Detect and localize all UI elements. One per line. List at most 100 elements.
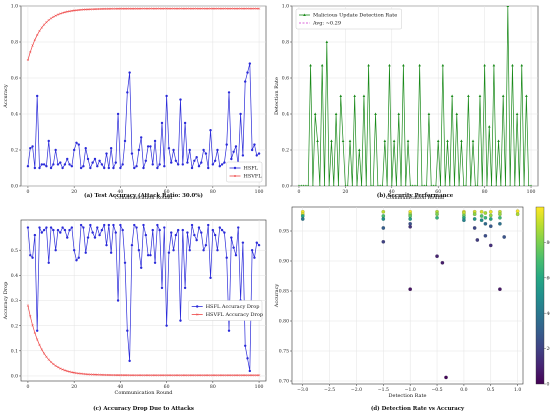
- data-point: [33, 166, 37, 170]
- data-point: [200, 374, 203, 377]
- colorbar: [535, 206, 545, 385]
- data-point: [300, 184, 303, 186]
- data-point: [72, 371, 76, 374]
- x-tick-label: −1.5: [378, 387, 389, 393]
- data-point: [511, 63, 514, 67]
- panel-caption: (b) Security Performance: [377, 192, 454, 199]
- data-point: [234, 7, 238, 10]
- data-point: [121, 7, 124, 10]
- data-point: [116, 299, 120, 302]
- plot-area: [291, 5, 539, 187]
- data-point: [190, 223, 194, 227]
- data-point: [209, 129, 212, 132]
- data-point: [84, 372, 87, 376]
- data-point: [250, 374, 254, 377]
- data-point: [47, 139, 50, 143]
- data-point: [207, 223, 210, 227]
- data-point: [49, 226, 53, 229]
- data-point: [392, 139, 396, 142]
- data-point: [462, 184, 465, 186]
- legend-box: [188, 300, 263, 321]
- y-tick-label: 0.70: [279, 379, 289, 385]
- data-point: [121, 373, 124, 377]
- data-point: [75, 9, 78, 12]
- data-point: [72, 9, 76, 12]
- data-point: [123, 7, 127, 10]
- y-tick-label: 0.2: [11, 323, 18, 329]
- data-point: [246, 357, 249, 360]
- scatter-point: [498, 222, 502, 226]
- data-point: [149, 7, 152, 10]
- data-point: [79, 166, 83, 170]
- x-tick-label: 20: [342, 189, 348, 195]
- data-point: [232, 374, 235, 377]
- data-point: [244, 374, 247, 377]
- data-point: [241, 241, 245, 244]
- data-point: [176, 228, 180, 232]
- data-point: [38, 226, 41, 229]
- data-point: [75, 141, 78, 144]
- x-axis-label: Communication Round: [115, 195, 174, 201]
- data-point: [91, 373, 94, 376]
- data-point: [144, 159, 148, 162]
- data-point: [193, 159, 196, 162]
- data-point: [126, 7, 129, 10]
- data-point: [471, 139, 475, 142]
- x-tick-label: 60: [435, 189, 441, 195]
- data-point: [72, 148, 76, 152]
- scatter-point: [408, 225, 412, 229]
- data-point: [455, 112, 459, 115]
- data-point: [59, 12, 62, 15]
- legend-label: HSFL: [244, 166, 259, 172]
- plot-marks: [298, 6, 532, 186]
- data-point: [213, 374, 217, 377]
- data-point: [186, 374, 189, 377]
- data-point: [26, 226, 30, 229]
- data-point: [190, 374, 194, 377]
- scatter-point: [300, 214, 305, 218]
- data-point: [89, 166, 92, 170]
- data-point: [234, 374, 238, 377]
- data-point: [33, 233, 37, 237]
- data-point: [337, 184, 340, 186]
- data-point: [61, 166, 64, 170]
- data-point: [200, 231, 203, 234]
- data-point: [232, 7, 235, 10]
- data-point: [225, 7, 228, 10]
- data-point: [112, 166, 115, 170]
- data-point: [89, 223, 92, 227]
- data-point: [365, 184, 368, 186]
- data-point: [377, 184, 379, 186]
- data-point: [42, 352, 46, 355]
- data-point: [142, 166, 145, 170]
- data-point: [200, 161, 203, 164]
- data-point: [239, 374, 242, 377]
- colorbar-tick-label: 40: [547, 311, 550, 317]
- y-tick-label: 0.8: [282, 40, 289, 46]
- data-point: [186, 231, 189, 234]
- data-point: [188, 7, 191, 10]
- data-point: [40, 163, 44, 166]
- data-point: [123, 139, 127, 143]
- scatter-point: [435, 212, 439, 216]
- data-point: [82, 165, 85, 168]
- x-tick-label: 0.5: [487, 387, 494, 393]
- data-point: [36, 33, 39, 37]
- data-point: [527, 184, 530, 186]
- legend-label: HSVFL: [244, 174, 263, 180]
- data-point: [476, 184, 479, 186]
- data-point: [316, 139, 319, 142]
- scatter-point: [472, 226, 477, 230]
- data-point: [200, 7, 203, 10]
- panel-caption: (a) Test Accuracy (Attack Ratio: 30.0%): [84, 192, 203, 199]
- data-point: [158, 163, 161, 166]
- data-point: [29, 315, 32, 318]
- data-point: [128, 7, 131, 10]
- colorbar-tick-label: 60: [547, 275, 550, 281]
- x-tick-label: 40: [389, 189, 395, 195]
- data-point: [183, 121, 187, 125]
- legend-box: [295, 8, 402, 30]
- scatter-point: [488, 210, 493, 214]
- data-point: [504, 184, 507, 186]
- data-point: [174, 159, 178, 162]
